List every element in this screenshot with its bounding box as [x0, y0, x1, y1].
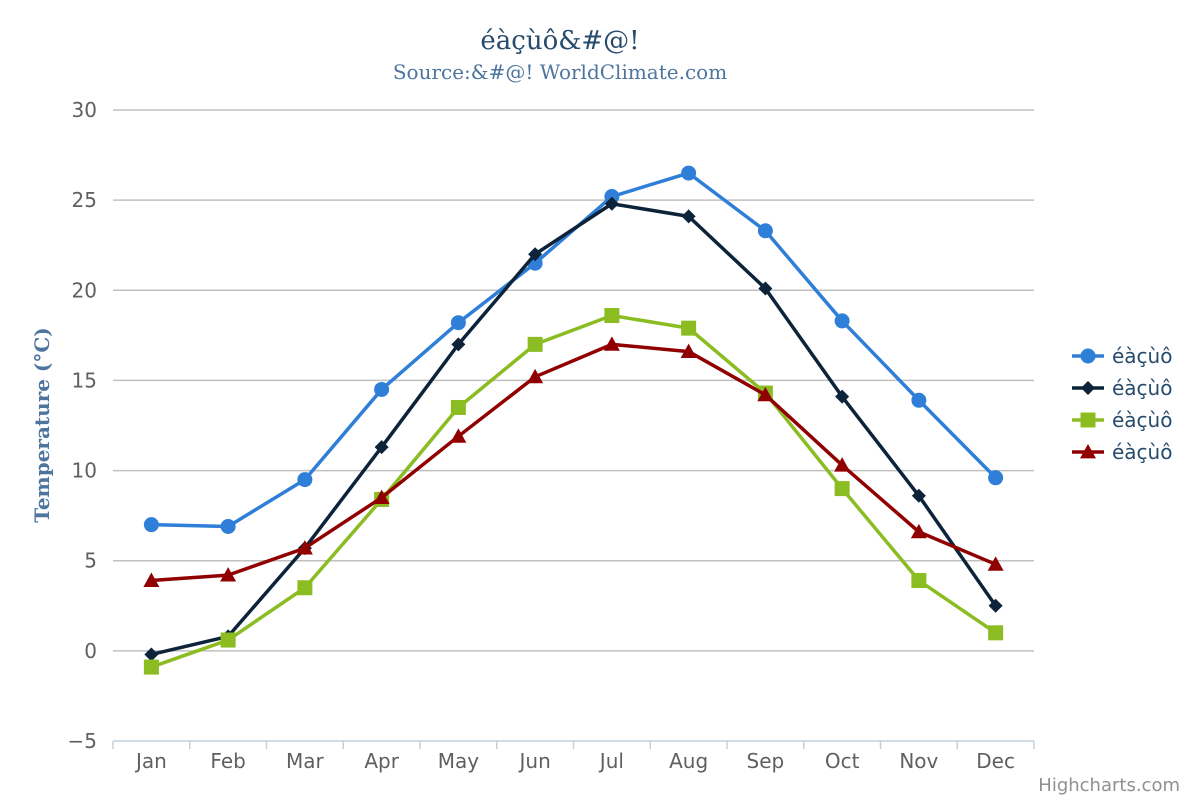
credits-link[interactable]: Highcharts.com	[1038, 775, 1180, 796]
x-tick-label: Mar	[286, 749, 325, 773]
data-point[interactable]	[757, 386, 774, 402]
y-tick-label: 25	[72, 188, 97, 212]
y-tick-label: 30	[72, 98, 97, 122]
legend-item[interactable]: éàçùô	[1072, 408, 1172, 432]
x-tick-label: Nov	[899, 749, 938, 773]
data-point[interactable]	[758, 281, 773, 296]
data-point[interactable]	[988, 625, 1004, 641]
x-tick-label: Jun	[518, 749, 551, 773]
y-tick-label: −5	[68, 729, 97, 753]
data-point[interactable]	[681, 209, 696, 224]
y-tick-label: 5	[84, 549, 97, 573]
data-point[interactable]	[374, 381, 390, 397]
data-point[interactable]	[144, 647, 159, 662]
legend-label: éàçùô	[1112, 376, 1172, 400]
data-point[interactable]	[911, 573, 927, 589]
data-point[interactable]	[988, 598, 1003, 613]
data-point[interactable]	[835, 389, 850, 404]
data-point[interactable]	[296, 540, 313, 555]
y-tick-label: 20	[72, 278, 97, 302]
data-point[interactable]	[834, 481, 850, 497]
x-tick-label: Apr	[364, 749, 399, 773]
chart-title: éàçùô&#@!	[480, 26, 639, 56]
data-point[interactable]	[988, 470, 1004, 486]
y-tick-label: 15	[72, 368, 97, 392]
x-tick-label: Oct	[825, 749, 860, 773]
data-point[interactable]	[910, 523, 927, 539]
series-line[interactable]	[149, 201, 998, 657]
legend-item[interactable]: éàçùô	[1072, 344, 1172, 368]
legend-marker-icon[interactable]	[1080, 348, 1096, 364]
data-point[interactable]	[297, 580, 313, 596]
x-tick-label: Jan	[134, 749, 167, 773]
series-3	[143, 308, 1004, 675]
legend-marker-icon[interactable]	[1080, 412, 1096, 428]
series-4	[143, 336, 1004, 587]
legend-label: éàçùô	[1112, 344, 1172, 368]
data-point[interactable]	[987, 556, 1004, 571]
series-2	[144, 196, 1003, 662]
series-line[interactable]	[149, 313, 998, 669]
legend-item[interactable]: éàçùô	[1072, 440, 1172, 464]
axes: −5 0 5 10 15 20 25 30 Jan Feb Mar Apr May Jun Jul Aug Se…	[68, 98, 1035, 773]
data-point[interactable]	[143, 659, 159, 675]
data-point[interactable]	[681, 320, 697, 336]
legend-label: éàçùô	[1112, 408, 1172, 432]
data-point[interactable]	[374, 440, 389, 455]
legend-item[interactable]: éàçùô	[1072, 376, 1172, 400]
data-point[interactable]	[451, 337, 466, 352]
y-tick-label: 10	[72, 459, 97, 483]
legend: éàçùô éàçùô éàçùô éàçùô	[1072, 344, 1172, 464]
y-axis-title: Temperature (°C)	[30, 327, 54, 523]
data-point[interactable]	[834, 457, 851, 472]
legend-label: éàçùô	[1112, 440, 1172, 464]
data-point[interactable]	[450, 399, 466, 415]
data-point[interactable]	[220, 632, 236, 648]
data-point[interactable]	[528, 247, 543, 262]
data-point[interactable]	[911, 392, 927, 408]
series-lines	[143, 165, 1004, 675]
x-tick-label: Sep	[747, 749, 785, 773]
data-point[interactable]	[911, 488, 926, 503]
data-point[interactable]	[604, 308, 620, 324]
chart-subtitle: Source:&#@! WorldClimate.com	[393, 60, 727, 84]
legend-marker-icon[interactable]	[1080, 444, 1096, 459]
x-tick-label: Feb	[210, 749, 245, 773]
x-tick-label: May	[438, 749, 480, 773]
data-point[interactable]	[681, 165, 697, 181]
data-point[interactable]	[604, 189, 620, 205]
data-point[interactable]	[527, 336, 543, 352]
data-point[interactable]	[757, 223, 773, 239]
data-point[interactable]	[527, 368, 544, 384]
legend-marker-icon[interactable]	[1081, 381, 1095, 395]
data-point[interactable]	[603, 336, 620, 351]
x-tick-label: Jul	[598, 749, 624, 773]
data-point[interactable]	[373, 489, 390, 505]
data-point[interactable]	[143, 517, 159, 533]
series-1	[143, 165, 1004, 534]
x-tick-label: Aug	[669, 749, 708, 773]
x-tick-label: Dec	[976, 749, 1015, 773]
series-line[interactable]	[149, 171, 998, 529]
data-point[interactable]	[297, 472, 313, 488]
data-point[interactable]	[220, 518, 236, 534]
data-point[interactable]	[450, 315, 466, 331]
series-line[interactable]	[149, 342, 998, 583]
data-point[interactable]	[450, 428, 467, 443]
data-point[interactable]	[143, 572, 160, 587]
y-tick-label: 0	[84, 639, 97, 663]
data-point[interactable]	[604, 196, 619, 211]
data-point[interactable]	[834, 313, 850, 329]
gridlines	[113, 109, 1034, 652]
data-point[interactable]	[680, 343, 697, 358]
data-point[interactable]	[220, 567, 237, 582]
